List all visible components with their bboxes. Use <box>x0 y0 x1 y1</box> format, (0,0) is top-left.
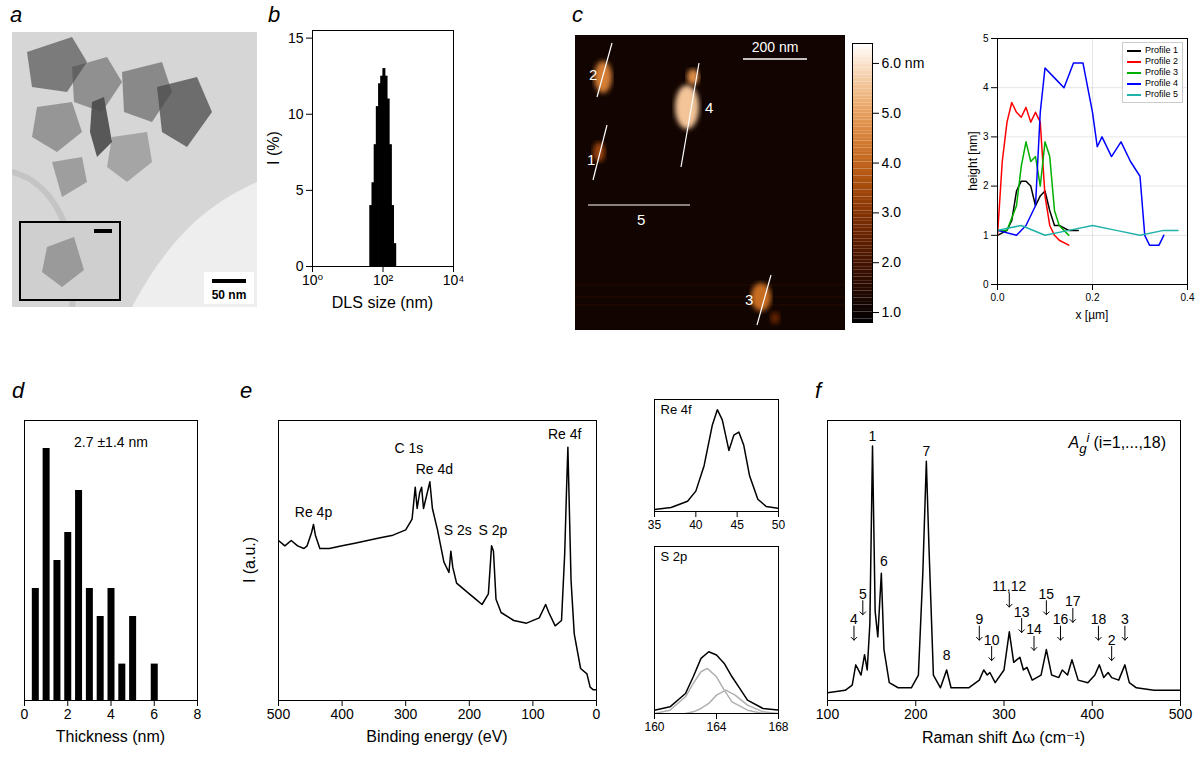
svg-text:10: 10 <box>984 632 1000 648</box>
svg-text:4: 4 <box>705 99 713 116</box>
svg-text:14: 14 <box>1026 621 1042 637</box>
svg-text:8: 8 <box>943 647 951 663</box>
svg-text:0.2: 0.2 <box>1086 292 1100 303</box>
html-text:c: c <box>572 2 583 27</box>
svg-text:6: 6 <box>880 553 888 569</box>
html-text:Profile 2: Profile 2 <box>1145 56 1178 66</box>
html-text:b: b <box>268 2 281 27</box>
svg-text:400: 400 <box>330 706 354 722</box>
svg-text:0: 0 <box>295 258 304 274</box>
svg-text:13: 13 <box>1014 604 1030 620</box>
svg-text:100: 100 <box>816 706 840 722</box>
svg-text:3: 3 <box>983 131 989 142</box>
svg-text:2: 2 <box>589 66 597 83</box>
svg-text:1.0: 1.0 <box>882 304 902 320</box>
html-text:Ag: Ag <box>1068 434 1087 456</box>
svg-text:1: 1 <box>869 428 877 444</box>
svg-text:15: 15 <box>1039 586 1055 602</box>
html-text:Profile 4: Profile 4 <box>1145 78 1178 88</box>
svg-text:10⁴: 10⁴ <box>443 272 465 288</box>
svg-text:200: 200 <box>904 706 928 722</box>
svg-text:Re 4f: Re 4f <box>548 426 582 442</box>
svg-text:3.0: 3.0 <box>882 204 902 220</box>
svg-text:2: 2 <box>1108 632 1116 648</box>
svg-text:1: 1 <box>587 151 595 168</box>
svg-text:164: 164 <box>706 720 726 734</box>
svg-text:5: 5 <box>983 33 989 44</box>
svg-text:200: 200 <box>458 706 482 722</box>
svg-text:0.4: 0.4 <box>1181 292 1195 303</box>
svg-text:1: 1 <box>983 230 989 241</box>
svg-text:C 1s: C 1s <box>394 440 423 456</box>
html-text:Profile 1: Profile 1 <box>1145 45 1178 55</box>
svg-text:S 2p: S 2p <box>478 522 507 538</box>
svg-text:7: 7 <box>922 443 930 459</box>
svg-text:200 nm: 200 nm <box>752 39 799 55</box>
svg-text:S 2s: S 2s <box>444 522 472 538</box>
svg-text:10: 10 <box>288 106 304 122</box>
html-text:height [nm]: height [nm] <box>966 131 980 191</box>
html-text:i (i=1,...,18): i (i=1,...,18) <box>1086 430 1166 452</box>
svg-text:15: 15 <box>288 30 304 46</box>
svg-text:5.0: 5.0 <box>882 105 902 121</box>
svg-text:300: 300 <box>992 706 1016 722</box>
svg-text:16: 16 <box>1053 611 1069 627</box>
svg-text:Re 4f: Re 4f <box>661 402 692 417</box>
html-text:a: a <box>10 2 23 27</box>
svg-text:3: 3 <box>1121 611 1129 627</box>
svg-text:35: 35 <box>648 518 662 532</box>
svg-text:40: 40 <box>689 518 703 532</box>
html-text:Profile 5: Profile 5 <box>1145 89 1178 99</box>
svg-text:9: 9 <box>975 611 983 627</box>
svg-text:3: 3 <box>745 291 753 308</box>
svg-text:500: 500 <box>267 706 291 722</box>
svg-text:11,12: 11,12 <box>992 578 1026 594</box>
svg-text:500: 500 <box>1169 706 1193 722</box>
svg-text:0.0: 0.0 <box>991 292 1005 303</box>
html-text:d: d <box>12 378 25 403</box>
svg-text:2.7 ±1.4 nm: 2.7 ±1.4 nm <box>74 434 148 450</box>
svg-text:6.0 nm: 6.0 nm <box>882 55 925 71</box>
svg-text:2: 2 <box>64 706 72 722</box>
html-text:f: f <box>815 378 822 403</box>
svg-text:4: 4 <box>107 706 115 722</box>
html-text:Binding energy (eV): Binding energy (eV) <box>366 728 508 745</box>
html-text:Profile 3: Profile 3 <box>1145 67 1178 77</box>
html-text:I (%): I (%) <box>265 131 282 165</box>
svg-text:5: 5 <box>859 586 867 602</box>
svg-text:10²: 10² <box>373 272 394 288</box>
svg-text:Re 4d: Re 4d <box>416 461 453 477</box>
svg-text:0: 0 <box>983 279 989 290</box>
svg-text:Re 4p: Re 4p <box>295 504 333 520</box>
svg-text:100: 100 <box>521 706 545 722</box>
svg-text:18: 18 <box>1091 611 1107 627</box>
svg-text:168: 168 <box>768 720 788 734</box>
svg-text:50 nm: 50 nm <box>212 288 247 302</box>
svg-text:4: 4 <box>983 82 989 93</box>
svg-text:2: 2 <box>983 180 989 191</box>
html-text:Raman shift Δω (cm⁻¹): Raman shift Δω (cm⁻¹) <box>921 729 1086 746</box>
html-text:I (a.u.): I (a.u.) <box>241 536 258 584</box>
svg-text:10⁰: 10⁰ <box>302 272 324 288</box>
svg-text:4: 4 <box>850 611 858 627</box>
svg-text:160: 160 <box>644 720 664 734</box>
svg-text:300: 300 <box>394 706 418 722</box>
svg-text:5: 5 <box>637 211 645 228</box>
html-text:e: e <box>240 378 253 403</box>
svg-text:5: 5 <box>296 182 304 198</box>
svg-text:2.0: 2.0 <box>882 254 902 270</box>
svg-text:0: 0 <box>593 706 601 722</box>
svg-text:17: 17 <box>1065 593 1081 609</box>
svg-text:400: 400 <box>1081 706 1105 722</box>
svg-text:S 2p: S 2p <box>661 549 688 564</box>
svg-text:4.0: 4.0 <box>882 155 902 171</box>
svg-text:6: 6 <box>150 706 158 722</box>
html-text:x [µm]: x [µm] <box>1075 308 1109 322</box>
html-text:DLS size (nm): DLS size (nm) <box>331 294 434 311</box>
svg-text:0: 0 <box>21 706 29 722</box>
svg-text:50: 50 <box>772 518 786 532</box>
svg-text:45: 45 <box>730 518 744 532</box>
html-text:Thickness (nm): Thickness (nm) <box>55 728 166 745</box>
svg-text:8: 8 <box>194 706 202 722</box>
